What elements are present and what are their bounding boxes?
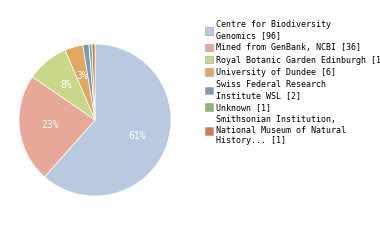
Wedge shape — [19, 77, 95, 177]
Wedge shape — [92, 44, 95, 120]
Text: 3%: 3% — [76, 71, 88, 81]
Wedge shape — [89, 44, 95, 120]
Text: 61%: 61% — [129, 131, 146, 141]
Wedge shape — [32, 50, 95, 120]
Legend: Centre for Biodiversity
Genomics [96], Mined from GenBank, NCBI [36], Royal Bota: Centre for Biodiversity Genomics [96], M… — [204, 20, 380, 146]
Wedge shape — [44, 44, 171, 196]
Wedge shape — [83, 44, 95, 120]
Text: 23%: 23% — [41, 120, 59, 131]
Text: 8%: 8% — [60, 80, 72, 90]
Wedge shape — [65, 45, 95, 120]
